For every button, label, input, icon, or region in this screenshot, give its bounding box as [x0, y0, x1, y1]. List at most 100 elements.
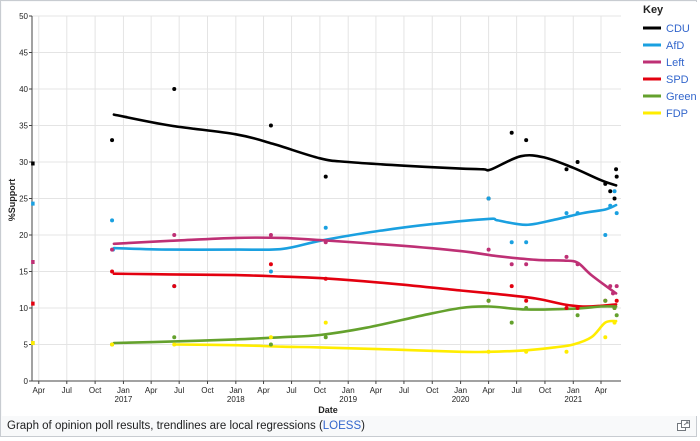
- green-data-point: [172, 335, 177, 340]
- y-tick-label: 10: [19, 304, 28, 313]
- legend-title: Key: [643, 4, 664, 16]
- left-data-point: [614, 284, 619, 289]
- green-data-point: [575, 313, 580, 318]
- left-data-point: [509, 262, 514, 267]
- x-tick-label: Jan: [454, 386, 467, 395]
- legend-label-afd: AfD: [666, 40, 684, 52]
- x-tick-label: Jul: [512, 386, 522, 395]
- fdp-data-point: [268, 335, 273, 340]
- afd-data-point: [575, 211, 580, 216]
- cdu-data-point: [603, 181, 608, 186]
- x-tick-label: Jul: [286, 386, 296, 395]
- legend-label-green: Green: [666, 91, 697, 103]
- green-data-point: [614, 313, 619, 318]
- x-tick-label: Oct: [539, 386, 552, 395]
- x-axis-title: Date: [318, 405, 338, 415]
- left-data-point: [564, 254, 569, 259]
- left-data-point: [268, 233, 273, 237]
- afd-data-point: [614, 211, 619, 216]
- legend-label-fdp: FDP: [666, 108, 688, 120]
- x-tick-label: Jan: [229, 386, 242, 395]
- spd-data-point: [268, 262, 273, 267]
- spd-data-point: [110, 269, 115, 274]
- spd-data-point: [31, 301, 35, 306]
- fdp-data-point: [612, 320, 617, 325]
- cdu-data-point: [323, 174, 328, 179]
- spd-trend-line: [112, 272, 618, 308]
- x-tick-year-label: 2021: [564, 395, 582, 404]
- green-data-point: [509, 320, 514, 325]
- spd-data-point: [614, 298, 619, 303]
- fdp-data-point: [524, 349, 529, 354]
- x-tick-year-label: 2017: [115, 395, 133, 404]
- green-data-point: [268, 342, 273, 347]
- spd-data-point: [564, 306, 569, 310]
- afd-data-point: [31, 201, 35, 206]
- x-tick-year-label: 2018: [227, 395, 245, 404]
- fdp-data-point: [110, 342, 115, 347]
- x-tick-label: Apr: [370, 386, 383, 395]
- afd-data-point: [608, 203, 613, 208]
- green-trend-line: [112, 305, 618, 345]
- afd-data-point: [524, 240, 529, 245]
- afd-trend-line: [112, 203, 618, 252]
- fdp-data-point: [603, 335, 608, 340]
- x-tick-label: Oct: [314, 386, 327, 395]
- afd-data-point: [268, 269, 273, 274]
- cdu-data-point: [524, 138, 529, 143]
- cdu-data-point: [509, 130, 514, 135]
- legend-label-spd: SPD: [666, 74, 689, 86]
- y-tick-label: 25: [19, 195, 28, 204]
- afd-data-point: [603, 233, 608, 237]
- x-tick-label: Apr: [145, 386, 158, 395]
- cdu-data-point: [608, 189, 613, 194]
- spd-data-point: [323, 276, 328, 281]
- cdu-data-point: [172, 87, 177, 91]
- x-tick-label: Oct: [89, 386, 102, 395]
- figure-caption: Graph of opinion poll results, trendline…: [7, 420, 365, 432]
- cdu-data-point: [614, 174, 619, 179]
- left-data-point: [610, 291, 615, 296]
- afd-data-point: [509, 240, 514, 245]
- enlarge-icon[interactable]: [677, 420, 691, 432]
- green-data-point: [612, 306, 617, 310]
- x-tick-label: Jul: [174, 386, 184, 395]
- cdu-data-point: [268, 123, 273, 128]
- cdu-trend-line: [112, 113, 618, 187]
- spd-data-point: [575, 306, 580, 310]
- fdp-data-point: [486, 349, 491, 354]
- x-tick-label: Apr: [33, 386, 46, 395]
- afd-data-point: [323, 225, 328, 230]
- afd-data-point: [486, 196, 491, 201]
- legend-label-cdu: CDU: [666, 23, 690, 35]
- spd-data-point: [172, 284, 177, 289]
- fdp-data-point: [172, 342, 177, 347]
- afd-data-point: [110, 218, 115, 223]
- caption-text-end: ): [361, 420, 365, 432]
- x-tick-label: Jul: [399, 386, 409, 395]
- legend: Key CDU AfD Left SPD Green FDP: [643, 4, 697, 120]
- fdp-data-point: [31, 341, 35, 346]
- y-tick-label: 5: [24, 341, 29, 350]
- green-data-point: [323, 335, 328, 340]
- y-tick-label: 15: [19, 268, 28, 277]
- x-tick-label: Jan: [567, 386, 580, 395]
- y-tick-label: 50: [19, 12, 28, 21]
- x-tick-year-label: 2020: [452, 395, 470, 404]
- x-tick-year-label: 2019: [339, 395, 357, 404]
- y-tick-label: 45: [19, 49, 28, 58]
- spd-data-point: [509, 284, 514, 289]
- cdu-data-point: [612, 196, 617, 201]
- y-tick-label: 30: [19, 158, 28, 167]
- left-data-point: [110, 247, 115, 252]
- fdp-data-point: [564, 349, 569, 354]
- loess-link[interactable]: LOESS: [322, 420, 362, 432]
- cdu-data-point: [575, 160, 580, 164]
- x-tick-label: Apr: [257, 386, 270, 395]
- caption-text: Graph of opinion poll results, trendline…: [7, 420, 323, 432]
- cdu-data-point: [564, 167, 569, 172]
- cdu-data-point: [614, 167, 619, 172]
- x-tick-label: Apr: [595, 386, 608, 395]
- left-data-point: [524, 262, 529, 267]
